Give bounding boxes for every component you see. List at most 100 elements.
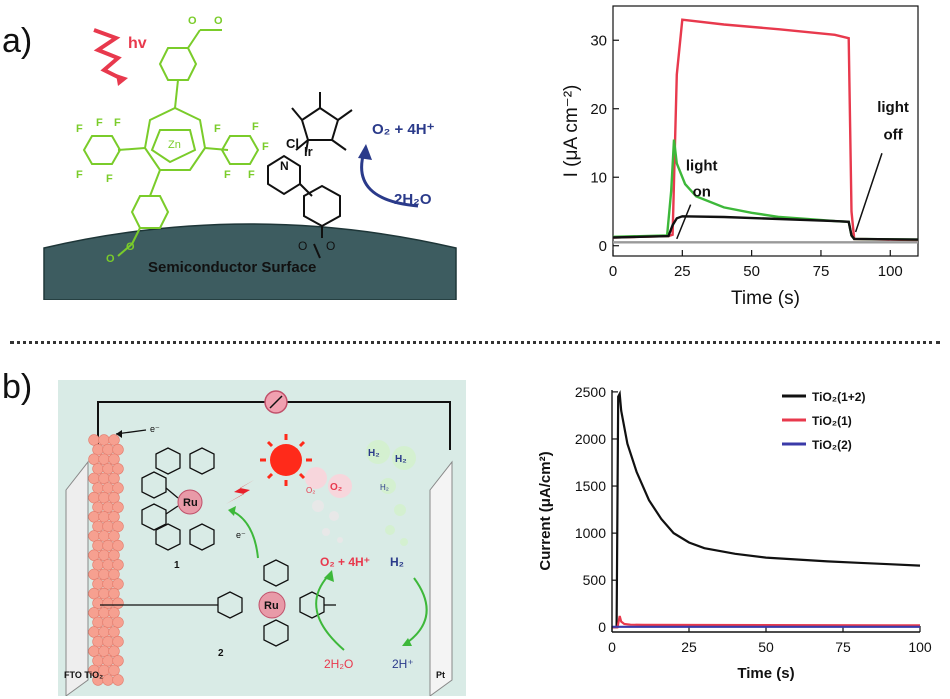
tio2-particle (98, 491, 110, 504)
zinc-label: Zn (168, 139, 181, 151)
tio2-particle (112, 443, 124, 456)
water-b-label: 2H₂O (324, 657, 353, 671)
pt-label: Pt (436, 670, 445, 680)
panel-b-cell-scheme: FTO TiO₂ Pt Ru 1 Ru 2 e⁻ e⁻ O₂ O₂ (58, 380, 466, 696)
tio2-particle (98, 434, 110, 446)
electron-2-label: e⁻ (236, 530, 246, 540)
ru-label-1: Ru (183, 497, 198, 509)
tio2-particle (102, 520, 114, 533)
h2-product-label: H₂ (390, 555, 404, 569)
x-tick-label: 75 (835, 639, 851, 655)
tio2-particle (108, 568, 120, 581)
tio2-particle (108, 626, 120, 638)
svg-text:F: F (224, 169, 231, 181)
tio2-particle (88, 607, 100, 619)
fto-tio2-label: FTO TiO₂ (64, 670, 103, 680)
y-tick-label: 1000 (575, 525, 606, 541)
y-tick-label: 30 (590, 32, 607, 49)
water-label: 2H₂O (394, 191, 432, 208)
oxidation-label: O₂ + 4H⁺ (320, 555, 370, 569)
dye-1-label: 1 (174, 560, 180, 571)
plot-frame (612, 390, 920, 632)
y-tick-label: 20 (590, 101, 607, 118)
svg-text:F: F (96, 117, 103, 129)
tio2-particle (88, 568, 100, 581)
tio2-particle (98, 626, 110, 638)
tio2-particle (112, 597, 124, 609)
tio2-particle (98, 607, 110, 619)
panel-divider (10, 341, 940, 344)
tio2-particle (92, 559, 104, 571)
svg-text:F: F (252, 121, 259, 133)
svg-text:F: F (106, 173, 113, 185)
x-axis-label: Time (s) (737, 665, 794, 682)
tio2-particle (102, 443, 114, 456)
iridium-label: Ir (304, 144, 313, 159)
iridium-complex (267, 92, 353, 259)
tio2-particle (88, 472, 100, 485)
light-on-annotation: light (686, 157, 718, 174)
h2-label-2: H₂ (395, 454, 407, 465)
tio2-particle (92, 539, 104, 552)
light-off-arrow (854, 153, 883, 233)
tio2-particle (92, 616, 104, 629)
svg-text:F: F (248, 169, 255, 181)
x-tick-label: 0 (608, 639, 616, 655)
lightning-icon (226, 480, 254, 504)
tio2-particle (102, 463, 114, 475)
tio2-particle (92, 501, 104, 513)
tio2-particle (98, 511, 110, 523)
tio2-particle (102, 616, 114, 629)
series-line-red (612, 615, 921, 629)
ru-label-2: Ru (264, 600, 279, 612)
svg-text:O: O (188, 15, 197, 27)
tio2-particle (98, 645, 110, 657)
tio2-particle (112, 520, 124, 533)
series-line-black (612, 390, 921, 629)
svg-text:F: F (214, 123, 221, 135)
series-line-red (612, 18, 919, 242)
tio2-particle (88, 491, 100, 504)
o2-label-small: O₂ (306, 486, 315, 495)
products-label: O₂ + 4H⁺ (372, 121, 435, 138)
x-tick-label: 100 (878, 263, 903, 280)
y-tick-label: 0 (599, 238, 607, 255)
chloride-label: Cl (286, 136, 299, 151)
tio2-particle (112, 655, 124, 667)
tio2-particle (98, 549, 110, 561)
tio2-particle (102, 578, 114, 590)
tio2-particle (92, 597, 104, 609)
h2-label-3: H₂ (380, 483, 389, 492)
legend-label: TiO₂(2) (812, 438, 852, 452)
x-tick-label: 75 (813, 263, 830, 280)
hv-label: hv (128, 35, 147, 52)
x-tick-label: 25 (681, 639, 697, 655)
light-on-arrow (676, 204, 692, 240)
tio2-particle (102, 559, 114, 571)
tio2-particle (88, 645, 100, 657)
tio2-particle (88, 453, 100, 465)
tio2-particle (108, 549, 120, 561)
tio2-particle (88, 549, 100, 561)
tio2-particle (92, 463, 104, 475)
legend-label: TiO₂(1+2) (812, 390, 865, 404)
tio2-particle (92, 520, 104, 533)
light-wave-icon (93, 28, 125, 82)
h2-bubbles (366, 440, 416, 546)
tio2-particle (88, 626, 100, 638)
tio2-particle (108, 491, 120, 504)
tio2-particle (108, 587, 120, 600)
tio2-particle (112, 482, 124, 494)
tio2-particle (98, 568, 110, 581)
y-tick-label: 1500 (575, 478, 606, 494)
tio2-particle (92, 635, 104, 648)
svg-text:F: F (76, 169, 83, 181)
tio2-particle (112, 501, 124, 513)
tio2-particle (92, 578, 104, 590)
panel-b-label: b) (2, 368, 33, 406)
dye-1 (141, 447, 215, 551)
svg-text:O: O (214, 15, 223, 27)
tio2-particle (112, 463, 124, 475)
tio2-particle (102, 635, 114, 648)
